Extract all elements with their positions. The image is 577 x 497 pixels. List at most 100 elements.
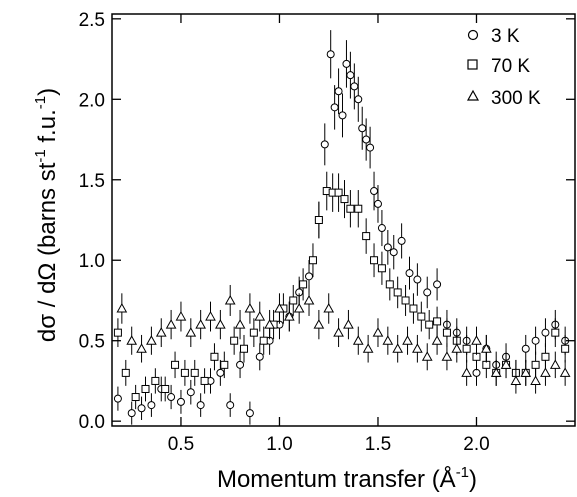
point-300k: [441, 351, 453, 361]
point-70k: [362, 232, 371, 241]
point-3k: [358, 124, 367, 133]
point-70k: [346, 204, 355, 213]
point-3k: [338, 111, 347, 120]
y-tick-label: 0.0: [79, 412, 105, 433]
point-300k: [126, 335, 138, 345]
x-tick-label: 1.5: [365, 434, 391, 455]
point-300k: [540, 367, 551, 377]
point-70k: [161, 384, 170, 393]
point-70k: [354, 204, 363, 213]
point-3k: [354, 95, 363, 104]
point-70k: [249, 328, 258, 337]
point-70k: [442, 328, 451, 337]
series-300k: [116, 284, 571, 394]
point-3k: [389, 248, 398, 257]
point-70k: [340, 195, 349, 204]
point-300k: [431, 335, 443, 345]
point-300k: [421, 351, 433, 361]
point-300k: [224, 294, 236, 305]
point-3k: [167, 393, 176, 402]
plot-frame: [111, 13, 576, 427]
point-3k: [320, 140, 329, 149]
point-300k: [185, 327, 197, 337]
point-70k: [210, 352, 219, 361]
point-70k: [299, 280, 308, 289]
y-tick-label: 1.0: [79, 251, 105, 272]
point-3k: [196, 401, 205, 410]
point-300k: [244, 302, 256, 313]
point-3k: [472, 368, 481, 377]
point-70k: [561, 344, 570, 353]
point-300k: [372, 327, 384, 337]
point-70k: [308, 256, 317, 265]
x-tick-label: 0.5: [168, 434, 194, 455]
point-300k: [205, 311, 216, 321]
series-70k: [113, 171, 570, 410]
point-300k: [352, 335, 364, 345]
point-3k: [330, 103, 339, 112]
point-300k: [500, 359, 512, 369]
x-tick-label: 2.0: [463, 434, 489, 455]
point-3k: [216, 368, 225, 377]
point-300k: [234, 319, 246, 329]
point-70k: [334, 188, 343, 197]
point-3k: [413, 275, 422, 284]
point-70k: [551, 328, 560, 337]
point-3k: [326, 50, 335, 59]
legend: 3 K 70 K 300 K: [466, 26, 541, 109]
point-300k: [559, 367, 571, 377]
point-3k: [541, 328, 550, 337]
point-3k: [423, 288, 432, 297]
point-70k: [259, 336, 268, 345]
point-70k: [541, 352, 550, 361]
point-3k: [521, 344, 530, 353]
legend-label-70k: 70 K: [491, 56, 530, 77]
point-300k: [175, 311, 187, 321]
point-300k: [146, 335, 157, 345]
point-3k: [245, 409, 254, 418]
point-300k: [116, 302, 128, 313]
point-3k: [370, 187, 379, 196]
point-70k: [151, 376, 160, 385]
point-70k: [121, 368, 130, 377]
point-300k: [402, 335, 413, 345]
point-300k: [323, 302, 335, 313]
point-300k: [313, 319, 325, 329]
point-3k: [433, 280, 442, 289]
point-3k: [405, 269, 414, 278]
point-300k: [264, 319, 275, 329]
point-300k: [274, 302, 285, 313]
point-70k: [370, 256, 379, 265]
point-70k: [220, 360, 229, 369]
y-axis-title: dσ / dΩ (barns st-1 f.u.-1): [32, 88, 61, 342]
point-3k: [346, 71, 355, 80]
point-300k: [451, 343, 463, 353]
point-70k: [131, 393, 140, 402]
point-3k: [397, 236, 406, 245]
point-70k: [314, 216, 323, 224]
y-tick-label: 0.5: [79, 332, 105, 353]
point-3k: [366, 143, 375, 152]
point-300k: [392, 343, 404, 353]
point-3k: [226, 401, 235, 410]
point-70k: [462, 344, 471, 353]
point-300k: [490, 367, 502, 377]
point-70k: [190, 368, 199, 377]
point-300k: [333, 327, 344, 337]
y-tick-label: 2.5: [79, 10, 105, 31]
point-300k: [549, 359, 561, 369]
data-marks: [113, 30, 571, 425]
point-300k: [136, 343, 147, 353]
point-70k: [401, 296, 410, 305]
point-3k: [236, 360, 245, 369]
axis-ticks: 0.5 1.0 1.5 2.0 0.0 0.5 1.0 1.5 2.0 2.5: [79, 10, 575, 455]
point-300k: [343, 319, 354, 329]
point-70k: [200, 376, 209, 385]
point-3k: [113, 394, 122, 403]
point-300k: [303, 294, 315, 305]
point-70k: [171, 360, 180, 369]
point-300k: [412, 343, 423, 353]
point-70k: [409, 304, 418, 313]
legend-label-3k: 3 K: [491, 26, 520, 47]
